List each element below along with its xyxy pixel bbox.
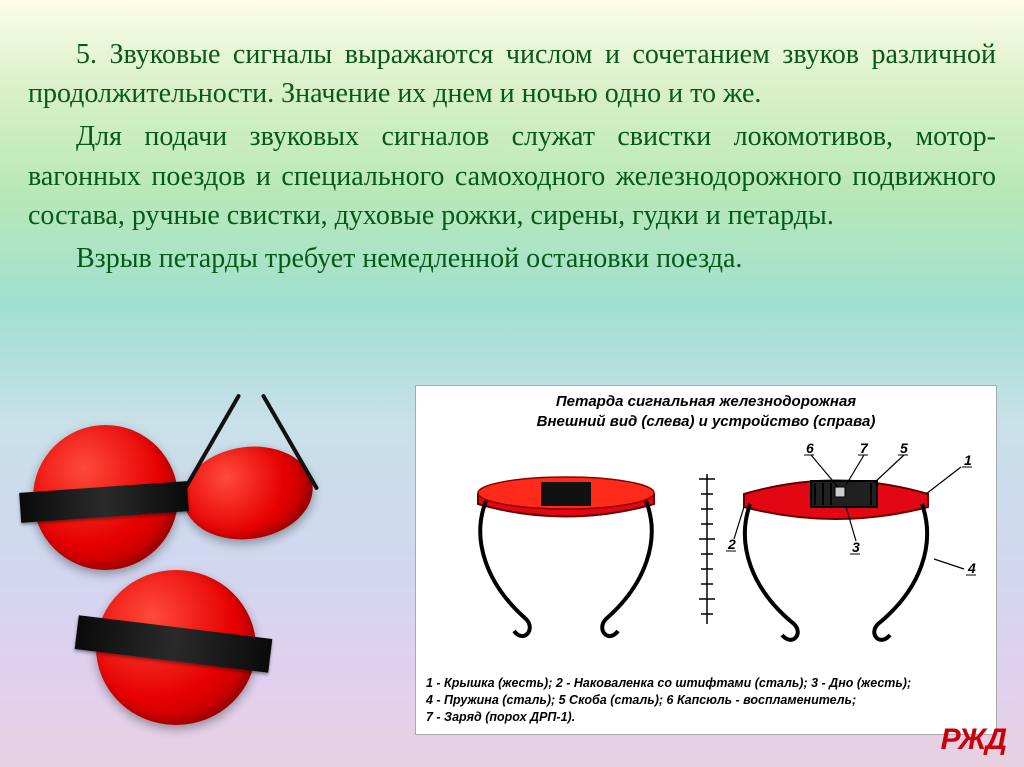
diagram-title-line2: Внешний вид (слева) и устройство (справа… [537,413,876,430]
svg-text:5: 5 [900,440,908,456]
diagram-title-line1: Петарда сигнальная железнодорожная [556,393,856,410]
legend-line-2: 4 - Пружина (сталь); 5 Скоба (сталь); 6 … [426,692,986,709]
svg-text:2: 2 [727,536,736,552]
svg-text:7: 7 [860,440,869,456]
paragraph-1: 5. Звуковые сигналы выражаются числом и … [28,35,996,113]
svg-text:4: 4 [967,560,976,576]
svg-text:6: 6 [806,440,814,456]
petard-photo [28,395,388,730]
diagram-svg: 6 7 5 1 2 3 4 [416,434,998,694]
legend-line-3: 7 - Заряд (порох ДРП-1). [426,709,986,726]
diagram-title: Петарда сигнальная железнодорожная Внешн… [416,392,996,433]
left-view [478,477,654,636]
right-view [734,455,964,640]
paragraph-3: Взрыв петарды требует немедленной остано… [28,239,996,278]
svg-text:1: 1 [964,452,972,468]
svg-text:3: 3 [852,539,860,555]
paragraph-2: Для подачи звуковых сигналов служат свис… [28,117,996,235]
ruler [699,474,715,624]
petard-diagram-box: Петарда сигнальная железнодорожная Внешн… [415,385,997,735]
diagram-legend: 1 - Крышка (жесть); 2 - Наковаленка со ш… [426,675,986,726]
slide-text: 5. Звуковые сигналы выражаются числом и … [0,0,1024,278]
figure-area: Петарда сигнальная железнодорожная Внешн… [0,395,1024,757]
rzd-logo: РЖД [941,723,1006,757]
legend-line-1: 1 - Крышка (жесть); 2 - Наковаленка со ш… [426,675,986,692]
